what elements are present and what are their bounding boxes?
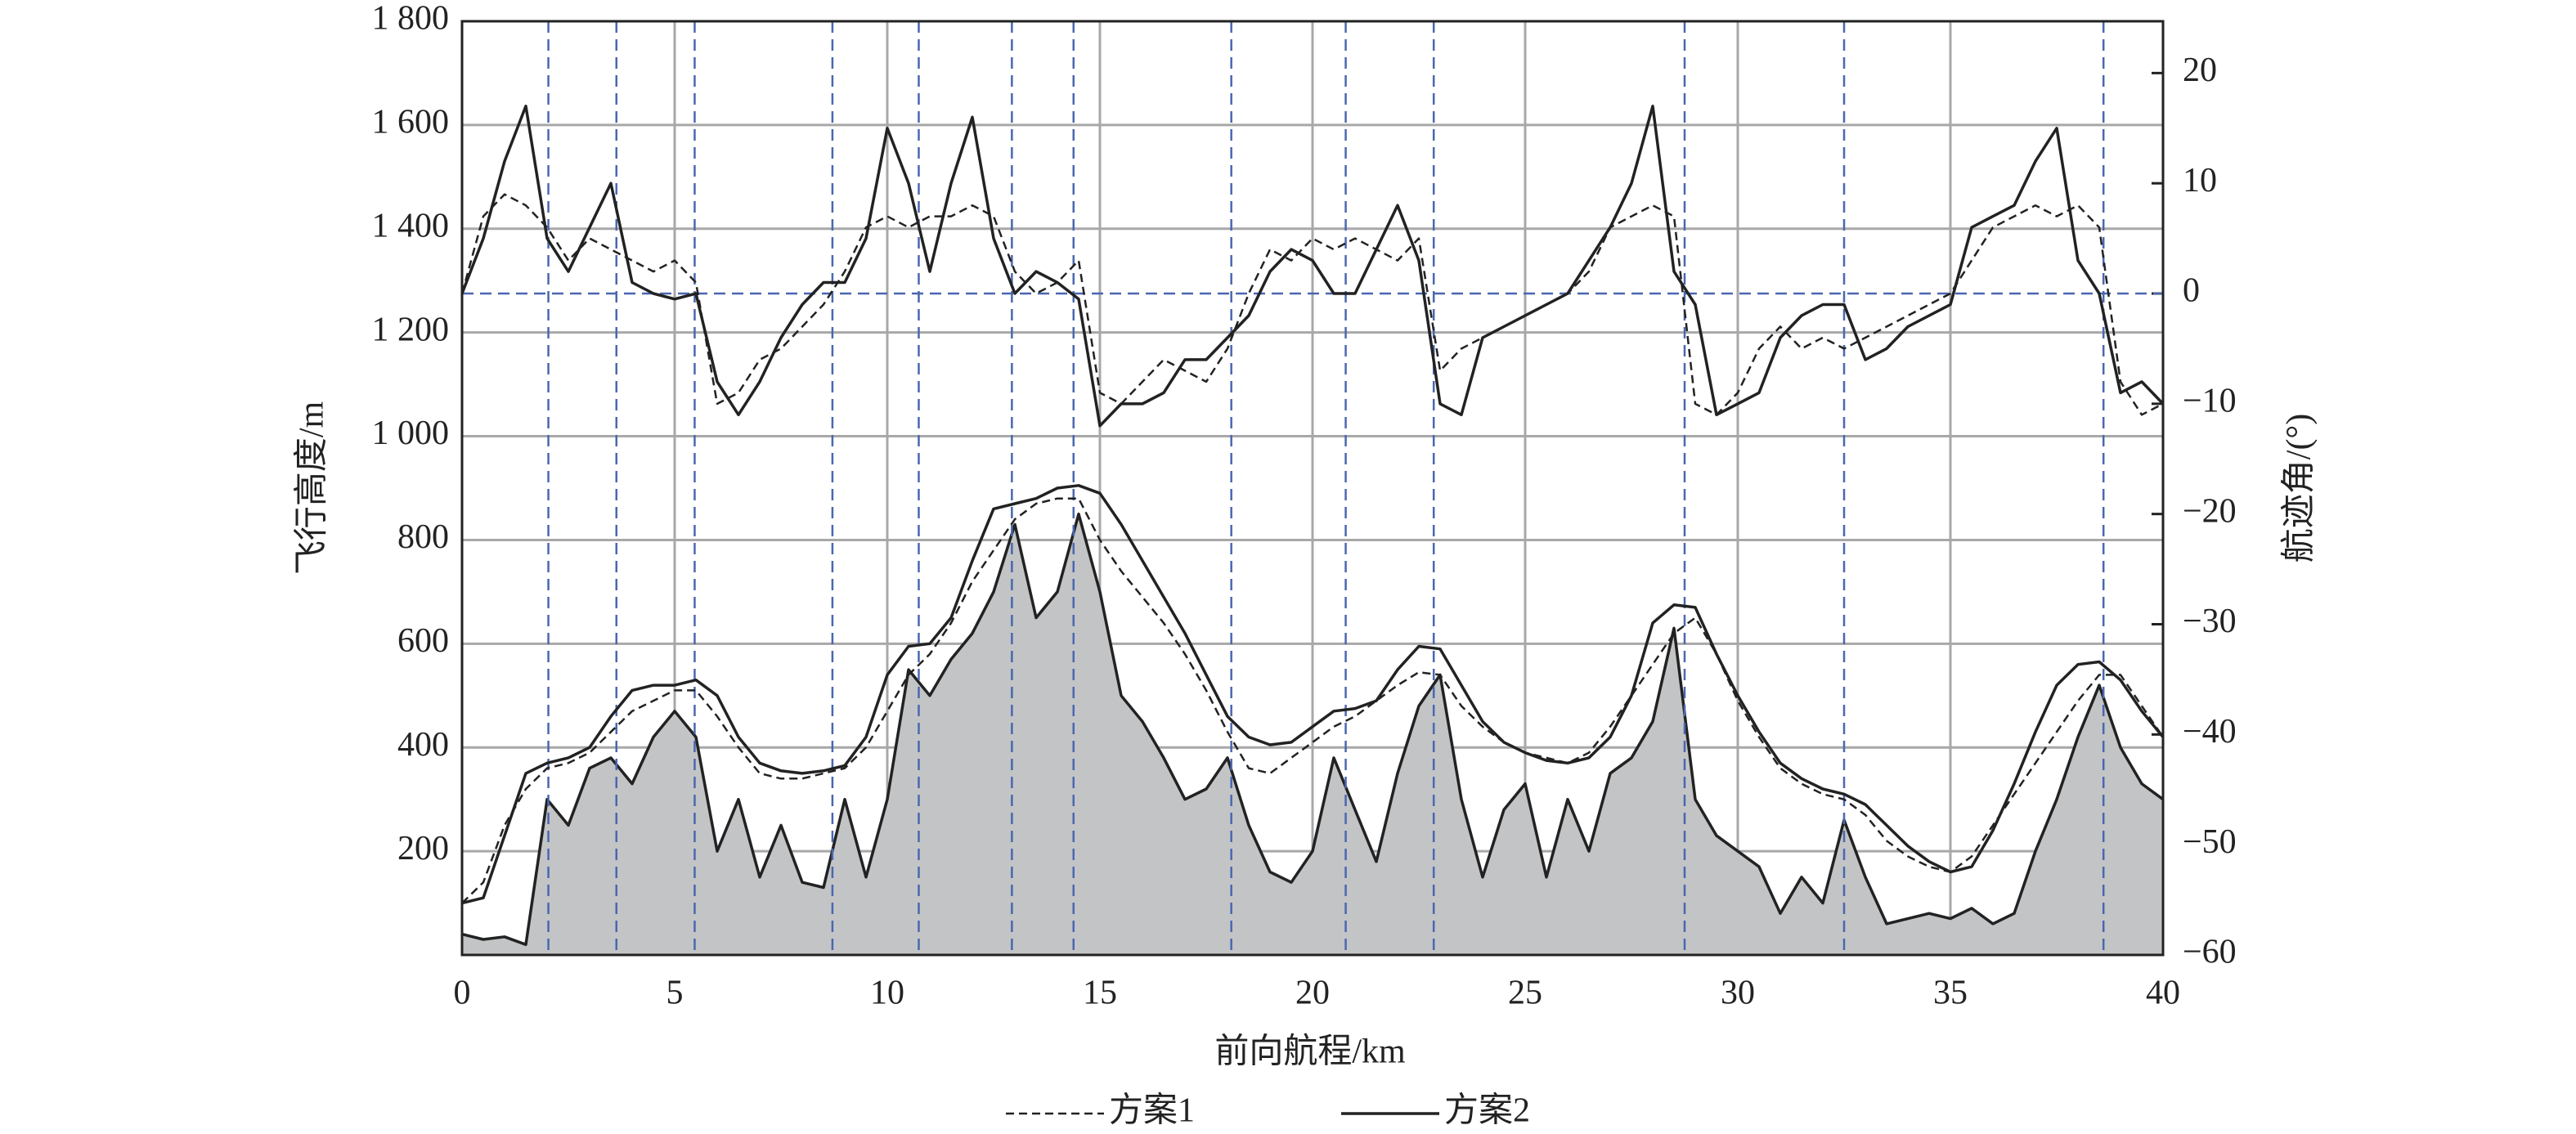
y2-tick-label: 0 [2183,272,2200,310]
x-tick-label: 40 [2146,975,2180,1012]
altitude-line [461,497,2165,904]
y2-axis-label: 航迹角/(°) [2280,414,2318,563]
legend-label: 方案1 [1109,1091,1195,1130]
y-tick-label: 1 800 [372,0,450,38]
track-angle-line [460,193,2164,416]
x-tick-label: 5 [666,975,684,1012]
altitude-line [461,484,2165,905]
y2-tick-label: 10 [2183,162,2217,199]
x-tick-label: 15 [1083,975,1117,1012]
terrain-area [462,513,2163,955]
x-axis-label: 前向航程/km [1214,1033,1406,1071]
y2-tick-label: −60 [2183,934,2237,971]
y-axis-label: 飞行高度/m [294,401,331,576]
terrain-outline [461,512,2165,947]
x-tick-label: 25 [1508,975,1542,1012]
x-tick-label: 0 [454,975,471,1012]
y-tick-label: 800 [397,518,449,556]
x-tick-label: 35 [1933,975,1968,1012]
y2-tick-label: −40 [2183,713,2237,751]
x-tick-label: 20 [1295,975,1330,1012]
y-tick-label: 400 [397,726,449,764]
y2-tick-label: −50 [2183,823,2237,861]
track-angle-line [460,105,2165,428]
y-tick-label: 200 [397,830,449,867]
y2-tick-label: −20 [2183,492,2237,530]
y-tick-label: 1 400 [372,207,450,244]
x-tick-label: 10 [870,975,904,1012]
x-tick-label: 30 [1721,975,1755,1012]
y-tick-label: 1 200 [372,311,450,348]
y2-tick-label: 20 [2183,52,2217,89]
y-tick-label: 1 000 [372,415,450,452]
y-tick-label: 600 [397,622,449,660]
plot-frame [460,20,2165,957]
y2-tick-label: −30 [2183,603,2237,640]
legend-label: 方案2 [1444,1091,1530,1130]
y2-tick-label: −10 [2183,382,2237,419]
y-tick-label: 1 600 [372,104,450,141]
